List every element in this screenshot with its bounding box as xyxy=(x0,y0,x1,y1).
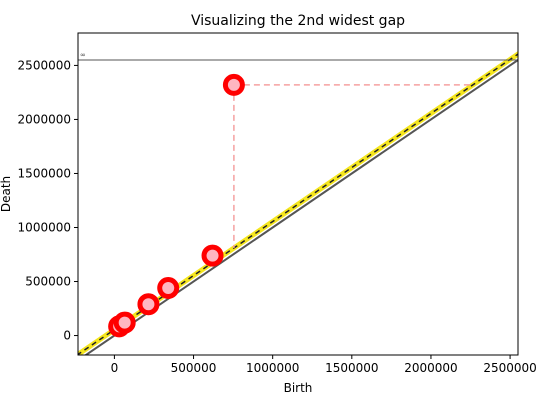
y-axis-label: Death xyxy=(0,176,13,212)
y-tick-label: 500000 xyxy=(25,275,71,289)
y-tick-label: 1000000 xyxy=(18,220,71,234)
band-line xyxy=(78,51,518,355)
x-tick-label: 1500000 xyxy=(325,361,378,375)
data-point xyxy=(157,277,180,300)
x-axis-label: Birth xyxy=(284,381,313,395)
y-tick-label: 2500000 xyxy=(18,58,71,72)
y-tick-label: 1500000 xyxy=(18,166,71,180)
y-tick-label: 0 xyxy=(63,329,71,343)
x-tick-label: 2000000 xyxy=(404,361,457,375)
chart-title: Visualizing the 2nd widest gap xyxy=(191,13,405,29)
band-dashed-line xyxy=(78,53,518,355)
data-point xyxy=(201,244,224,267)
plot-area xyxy=(78,51,518,355)
y-tick-label: 2000000 xyxy=(18,112,71,126)
data-point xyxy=(113,311,136,334)
x-tick-label: 500000 xyxy=(171,361,217,375)
x-tick-label: 1000000 xyxy=(246,361,299,375)
x-tick-label: 2500000 xyxy=(483,361,536,375)
plot-frame xyxy=(77,32,519,356)
y-axis-ticks: 0 500000 1000000 1500000 2000000 2500000 xyxy=(18,58,78,343)
data-point xyxy=(222,73,245,96)
x-tick-label: 0 xyxy=(111,361,119,375)
x-axis-ticks: 0 500000 1000000 1500000 2000000 2500000 xyxy=(111,355,536,375)
data-point xyxy=(137,293,160,316)
infinity-label: ∞ xyxy=(80,51,86,59)
